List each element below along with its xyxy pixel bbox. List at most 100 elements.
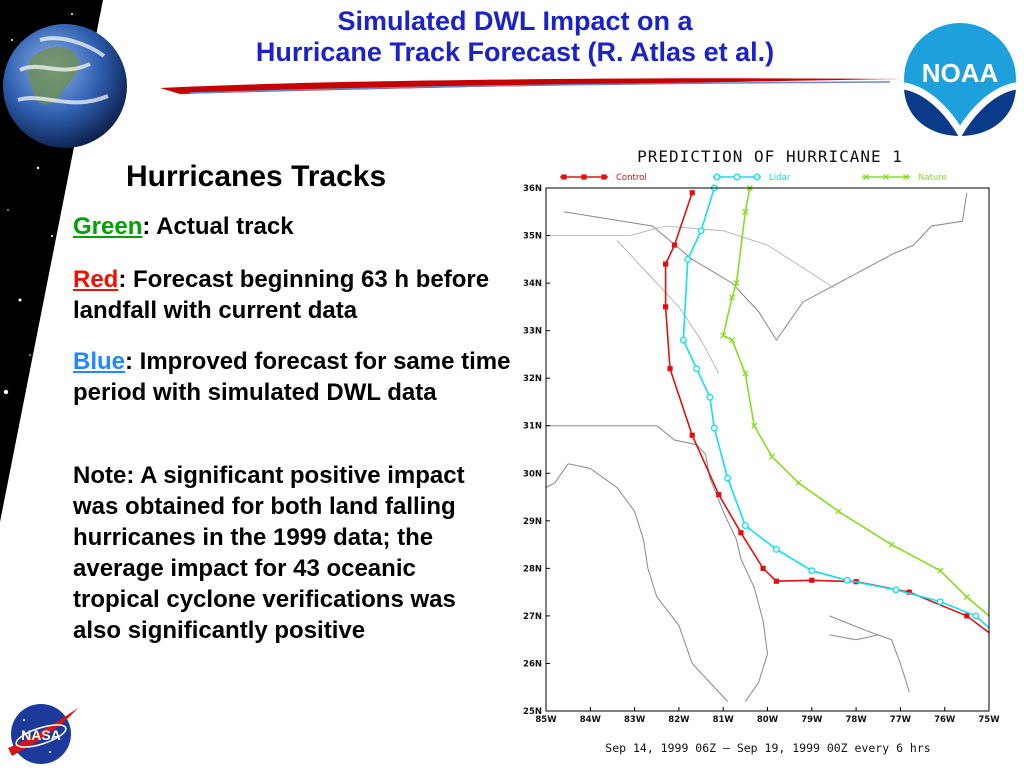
data-point-cross [888, 541, 895, 548]
data-point-square [689, 432, 695, 438]
slide-title: Simulated DWL Impact on a Hurricane Trac… [150, 6, 880, 68]
x-tick-label: 83W [624, 715, 646, 725]
data-point-cross [937, 567, 944, 574]
data-point-cross [795, 479, 802, 486]
earth-globe-image [3, 24, 127, 148]
data-point-cross [720, 332, 727, 339]
x-tick-label: 80W [757, 715, 779, 725]
chart-title: PREDICTION OF HURRICANE 1 [637, 147, 903, 166]
data-point-circle [741, 522, 749, 530]
legend-label: Lidar [769, 173, 791, 183]
data-point-cross [882, 173, 890, 181]
slide-title-line1: Simulated DWL Impact on a [337, 6, 693, 36]
data-point-cross [729, 294, 736, 301]
data-point-circle [753, 173, 761, 181]
data-point-circle [843, 576, 851, 584]
y-axis-ticks: 25N 26N 27N 28N 29N 30N 31N 32N 33N 34N 35N 36N [523, 184, 550, 717]
x-tick-label: 81W [713, 715, 735, 725]
keyword-green: Green [73, 213, 143, 240]
legend-item-nature: Nature [862, 173, 947, 183]
nasa-logo: NASA [8, 704, 78, 764]
data-point-cross [862, 173, 870, 181]
data-point-circle [808, 567, 816, 575]
data-point-circle [693, 365, 701, 373]
track-line-nature [722, 187, 990, 617]
data-point-cross [835, 508, 842, 515]
data-point-square [561, 174, 567, 180]
nasa-logo-text: NASA [21, 727, 61, 743]
data-point-square [663, 304, 669, 310]
coastline-segment [546, 425, 706, 455]
y-tick-label: 34N [523, 279, 542, 289]
data-point-square [964, 613, 970, 619]
y-tick-label: 33N [523, 327, 542, 337]
x-tick-label: 78W [845, 715, 867, 725]
x-tick-label: 85W [535, 715, 557, 725]
data-point-circle [724, 474, 732, 482]
x-tick-label: 76W [934, 715, 956, 725]
data-point-square [581, 174, 587, 180]
data-point-square [671, 242, 678, 248]
data-point-circle [710, 424, 718, 432]
data-point-cross [729, 337, 736, 344]
coastline-segment [829, 634, 879, 641]
data-point-circle [697, 227, 705, 235]
data-point-square [667, 366, 673, 372]
track-series [663, 184, 990, 634]
x-axis-ticks: 85W 84W 83W 82W 81W 80W 79W 78W 77W 76W 75W [535, 707, 1000, 725]
legend-item-control: Control [560, 173, 647, 183]
slide-title-line2: Hurricane Track Forecast (R. Atlas et al… [255, 37, 775, 67]
data-point-cross [902, 173, 910, 181]
noaa-logo-text: NOAA [922, 58, 999, 88]
data-point-circle [679, 336, 687, 344]
data-point-cross [742, 370, 749, 377]
y-tick-label: 25N [523, 707, 542, 717]
keyword-blue: Blue [73, 348, 126, 375]
legend-item-green: Green: Actual track [73, 211, 513, 242]
coastline-map [545, 192, 968, 702]
data-point-circle [733, 173, 741, 181]
x-tick-label: 75W [978, 715, 1000, 725]
data-point-cross [742, 208, 749, 215]
stars [3, 13, 73, 461]
item-green-text: : Actual track [142, 213, 294, 240]
noaa-logo: NOAA [903, 23, 1017, 138]
y-tick-label: 28N [523, 564, 542, 574]
y-tick-label: 35N [523, 232, 542, 242]
x-tick-label: 79W [801, 715, 823, 725]
data-point-cross [751, 422, 758, 429]
data-point-circle [706, 393, 714, 401]
y-tick-label: 29N [523, 517, 542, 527]
coastline-segment [568, 463, 728, 702]
state-boundary [616, 240, 720, 374]
x-tick-label: 77W [890, 715, 912, 725]
coastline-segment [563, 192, 968, 342]
chart-caption: Sep 14, 1999 06Z — Sep 19, 1999 00Z ever… [605, 741, 930, 755]
legend-label: Nature [918, 173, 947, 183]
coastline-segment [829, 615, 910, 693]
coastline-segment [705, 454, 769, 702]
item-blue-text: : Improved forecast for same time period… [73, 348, 511, 406]
legend-item-blue: Blue: Improved forecast for same time pe… [73, 346, 513, 408]
legend-item-red: Red: Forecast beginning 63 h before land… [73, 264, 513, 326]
track-nature [720, 184, 990, 617]
section-heading: Hurricanes Tracks [126, 160, 387, 193]
track-lidar [679, 184, 990, 629]
track-line-lidar [682, 187, 990, 629]
coastline-segment [545, 463, 569, 488]
y-tick-label: 36N [523, 184, 542, 194]
data-point-square [716, 492, 722, 498]
data-point-circle [684, 255, 692, 263]
data-point-cross [733, 280, 740, 287]
y-tick-label: 26N [523, 659, 542, 669]
note-paragraph: Note: A significant positive impact was … [73, 462, 465, 644]
state-boundary [546, 225, 724, 236]
title-underline-swoosh [160, 78, 900, 94]
data-point-circle [972, 612, 980, 620]
data-point-cross [963, 593, 970, 600]
state-boundary [723, 230, 835, 289]
data-point-square [809, 577, 815, 583]
data-point-cross [768, 453, 775, 460]
y-tick-label: 27N [523, 612, 542, 622]
